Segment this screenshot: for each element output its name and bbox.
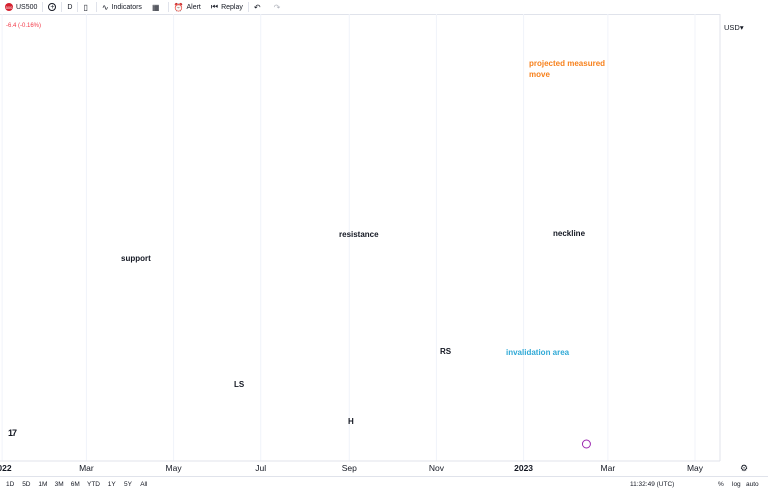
- price-change: -6.4 (-0.16%): [6, 23, 42, 29]
- left-shoulder-label: LS: [234, 380, 245, 389]
- head-label: H: [348, 417, 354, 426]
- time-tick-label: 2023: [514, 463, 533, 473]
- range-button-1d[interactable]: 1D: [6, 481, 15, 488]
- replay-button[interactable]: ⏮ Replay: [206, 0, 248, 14]
- invalidation-label: invalidation area: [506, 348, 570, 357]
- time-tick-label: Mar: [79, 463, 94, 473]
- measured-move-label-line2: move: [529, 70, 550, 79]
- tradingview-logo: 17: [8, 428, 17, 438]
- price-axis: USD▾3400.03500.03600.03700.03800.03900.0…: [719, 14, 768, 461]
- indicators-button[interactable]: ∿ Indicators: [97, 0, 147, 14]
- currency-label: USD▾: [724, 23, 744, 32]
- time-tick-label: Jul: [255, 463, 266, 473]
- redo-icon: ↷: [273, 2, 281, 12]
- time-tick-label: Sep: [342, 463, 357, 473]
- redo-button[interactable]: ↷: [269, 0, 289, 14]
- resistance-label: resistance: [339, 230, 379, 239]
- symbol-logo-icon: 500: [5, 3, 13, 11]
- plus-icon: +: [48, 3, 57, 11]
- percent-toggle[interactable]: %: [718, 481, 724, 488]
- replay-icon: ⏮: [210, 2, 219, 11]
- range-button-5y[interactable]: 5Y: [124, 481, 132, 488]
- undo-icon: ↶: [253, 2, 261, 12]
- templates-button[interactable]: ▦: [147, 0, 168, 14]
- interval-button[interactable]: D: [62, 0, 77, 14]
- top-toolbar: 500 US500 + D ▯ ∿ Indicators ▦ ⏰ Alert ⏮…: [0, 0, 768, 15]
- auto-toggle[interactable]: auto: [746, 481, 759, 488]
- chart-type-button[interactable]: ▯: [78, 0, 95, 14]
- time-tick-label: Nov: [429, 463, 445, 473]
- time-tick-label: May: [687, 463, 704, 473]
- range-button-3m[interactable]: 3M: [54, 481, 64, 488]
- time-tick-label: 2022: [0, 463, 12, 473]
- measured-move-label: projected measured: [529, 59, 605, 68]
- time-axis: 2022MarMayJulSepNov2023MarMayJulSep⚙: [0, 460, 748, 473]
- range-button-ytd[interactable]: YTD: [87, 481, 100, 488]
- candles-icon: ▯: [83, 2, 88, 12]
- event-marker-icon[interactable]: [581, 439, 591, 449]
- indicators-icon: ∿: [101, 2, 109, 12]
- range-button-all[interactable]: All: [140, 481, 148, 488]
- compare-button[interactable]: +: [43, 0, 61, 14]
- undo-button[interactable]: ↶: [249, 0, 269, 14]
- support-label: support: [121, 254, 151, 263]
- log-toggle[interactable]: log: [732, 481, 741, 488]
- replay-label: Replay: [221, 3, 243, 11]
- range-button-1y[interactable]: 1Y: [107, 481, 116, 488]
- interval-label: D: [67, 3, 73, 11]
- range-button-6m[interactable]: 6M: [70, 481, 80, 488]
- alarm-clock-icon: ⏰: [173, 2, 184, 12]
- price-axis-bg: [720, 14, 768, 461]
- neckline-label: neckline: [553, 229, 586, 238]
- time-tick-label: May: [166, 463, 183, 473]
- time-tick-label: Mar: [601, 463, 616, 473]
- grid-icon: ▦: [151, 2, 160, 12]
- bottom-toolbar: 1D 5D 1M 3M 6M YTD 1Y 5Y All 11:32:49 (UTC) % lo…: [0, 476, 768, 492]
- symbol-label: US500: [16, 3, 38, 11]
- price-chart[interactable]: neckline resistance support LS H RS projected …: [0, 14, 768, 476]
- clock-label: 11:32:49 (UTC): [630, 481, 675, 488]
- right-shoulder-label: RS: [440, 347, 452, 356]
- annotation-layer: neckline resistance support LS H RS projected …: [121, 59, 605, 449]
- alert-button[interactable]: ⏰ Alert: [169, 0, 206, 14]
- grid-lines: [1, 14, 696, 461]
- settings-icon: ⚙: [740, 463, 748, 473]
- symbol-selector[interactable]: 500 US500: [0, 0, 42, 14]
- range-button-1m[interactable]: 1M: [38, 481, 48, 488]
- alert-label: Alert: [186, 3, 201, 11]
- indicators-label: Indicators: [111, 3, 142, 11]
- range-button-5d[interactable]: 5D: [22, 481, 31, 488]
